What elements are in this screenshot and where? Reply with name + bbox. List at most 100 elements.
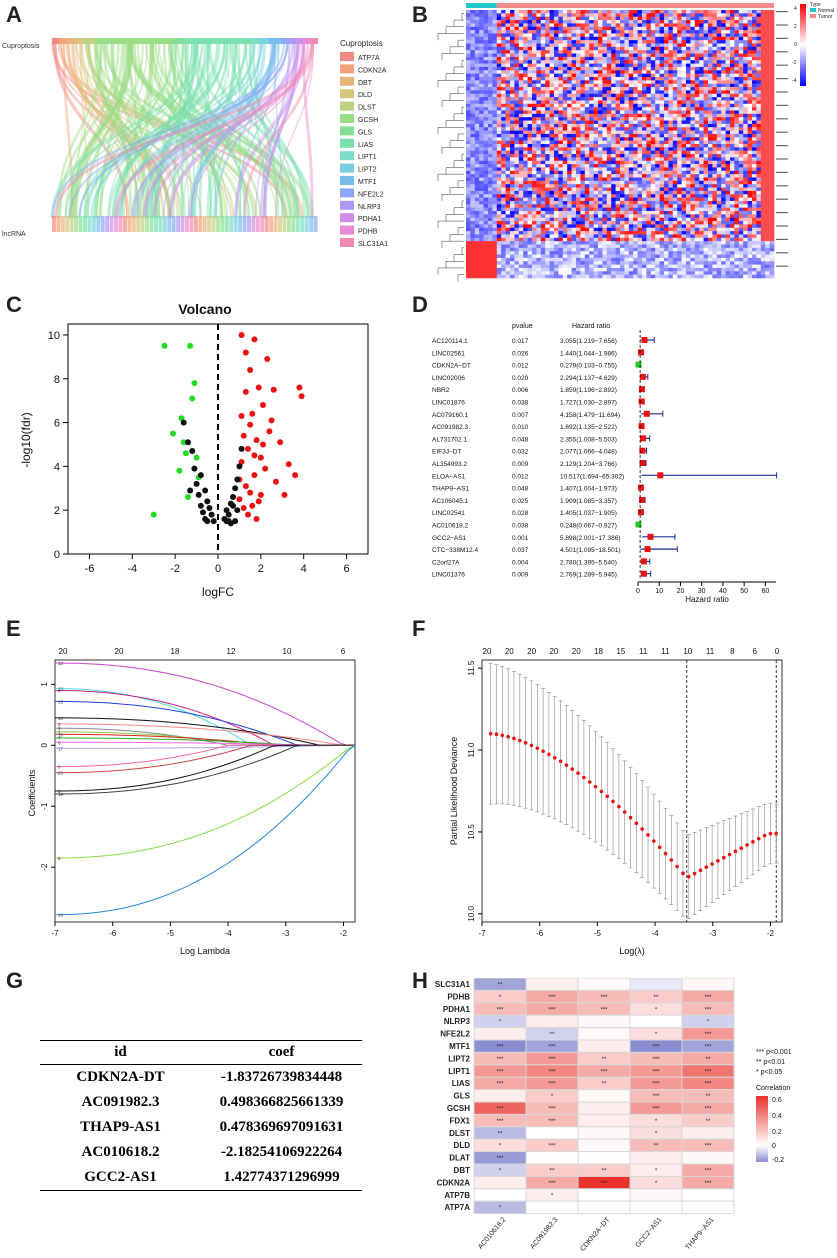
heatmap-cell: [598, 33, 603, 38]
flow-ribbon: [262, 41, 299, 219]
heatmap-cell: [611, 43, 616, 48]
heatmap-cell: [628, 184, 634, 188]
heatmap-cell: [721, 56, 726, 61]
heatmap-cell: [721, 60, 726, 64]
heatmap-cell: [760, 63, 766, 68]
heatmap-cell: [523, 103, 528, 108]
flow-ribbon: [85, 41, 228, 219]
heatmap-cell: [584, 66, 590, 71]
heatmap-cell: [488, 147, 493, 151]
heatmap-cell: [756, 80, 762, 84]
heatmap-cell: [545, 13, 550, 17]
heatmap-cell: [672, 200, 678, 205]
heatmap-cell: [721, 110, 726, 115]
heatmap-cell: [690, 23, 696, 28]
heatmap-cell: [699, 103, 704, 108]
heatmap-cell: [620, 217, 625, 222]
heatmap-cell: [725, 211, 731, 215]
heatmap-cell: [734, 207, 740, 212]
heatmap-cell: [743, 66, 748, 71]
heatmap-cell: [646, 100, 652, 105]
heatmap-cell: [589, 167, 594, 172]
heatmap-cell: [523, 130, 528, 135]
heatmap-cell: [738, 154, 744, 158]
heatmap-cell: [681, 227, 687, 232]
heatmap-cell: [659, 10, 665, 14]
heatmap-cell: [708, 30, 713, 34]
heatmap-cell: [554, 174, 559, 178]
heatmap-cell: [589, 13, 594, 17]
heatmap-cell: [752, 207, 757, 212]
heatmap-cell: [646, 170, 652, 175]
heatmap-cell: [668, 53, 674, 58]
heatmap-cell: [743, 130, 748, 135]
heatmap-cell: [664, 16, 669, 21]
heatmap-cell: [584, 174, 590, 178]
heatmap-cell: [615, 187, 621, 192]
heatmap-cell: [606, 87, 612, 91]
heatmap-cell: [664, 174, 669, 178]
flow-ribbon: [302, 41, 314, 219]
heatmap-cell: [474, 184, 480, 188]
heatmap-cell: [690, 103, 696, 108]
heatmap-cell: [642, 70, 647, 74]
heatmap-cell: [637, 13, 643, 17]
heatmap-cell: [756, 200, 762, 205]
heatmap-cell: [734, 137, 740, 141]
heatmap-cell: [510, 26, 515, 31]
heatmap-cell: [769, 10, 775, 14]
heatmap-cell: [611, 164, 616, 168]
heatmap-cell: [527, 30, 533, 34]
heatmap-cell: [474, 40, 480, 44]
heatmap-cell: [677, 90, 682, 95]
heatmap-cell: [730, 73, 735, 78]
heatmap-cell: [738, 211, 744, 215]
heatmap-cell: [523, 70, 528, 74]
heatmap-cell: [624, 137, 630, 141]
heatmap-cell: [523, 204, 528, 208]
heatmap-cell: [642, 33, 647, 38]
heatmap-cell: [598, 133, 603, 138]
heatmap-cell: [540, 217, 546, 222]
heatmap-cell: [769, 227, 775, 232]
heatmap-cell: [558, 200, 564, 205]
heatmap-cell: [602, 221, 608, 225]
heatmap-cell: [492, 23, 498, 28]
heatmap-cell: [523, 77, 528, 81]
panel-label-g: G: [6, 968, 24, 993]
heatmap-cell: [624, 187, 630, 192]
heatmap-cell: [571, 40, 577, 44]
heatmap-cell: [760, 150, 766, 155]
heatmap-cell: [637, 66, 643, 71]
heatmap-cell: [510, 150, 515, 155]
heatmap-cell: [527, 170, 533, 175]
heatmap-cell: [615, 221, 621, 225]
heatmap-cell: [606, 231, 612, 235]
heatmap-cell: [571, 30, 577, 34]
heatmap-cell: [466, 197, 471, 202]
heatmap-cell: [496, 13, 502, 17]
heatmap-cell: [562, 103, 568, 108]
heatmap-cell: [567, 133, 572, 138]
heatmap-cell: [672, 80, 678, 84]
heatmap-cell: [725, 110, 731, 115]
heatmap-cell: [668, 157, 674, 162]
heatmap-cell: [760, 157, 766, 162]
heatmap-cell: [540, 231, 546, 235]
heatmap-cell: [694, 150, 700, 155]
heatmap-cell: [514, 100, 520, 105]
heatmap-cell: [584, 13, 590, 17]
flow-ribbon: [51, 41, 200, 219]
flow-ribbon: [112, 41, 211, 219]
panel-label-a: A: [6, 2, 22, 27]
heatmap-cell: [690, 107, 696, 111]
heatmap-cell: [602, 154, 608, 158]
heatmap-cell: [554, 224, 559, 229]
heatmap-cell: [593, 56, 599, 61]
heatmap-cell: [624, 53, 630, 58]
heatmap-cell: [743, 174, 748, 178]
heatmap-cell: [721, 83, 726, 88]
heatmap-cell: [514, 184, 520, 188]
heatmap-cell: [620, 211, 625, 215]
heatmap-cell: [474, 170, 480, 175]
